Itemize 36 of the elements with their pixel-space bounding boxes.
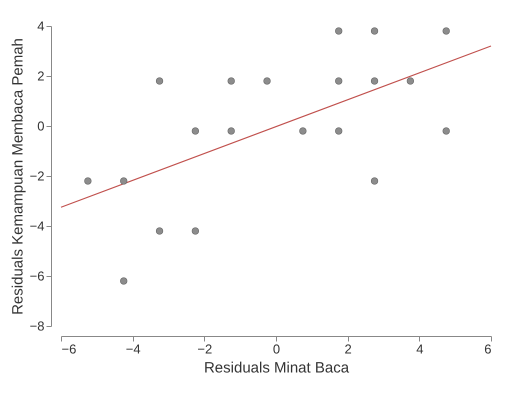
point: [120, 177, 128, 185]
point: [228, 77, 235, 85]
point: [84, 177, 92, 185]
point: [156, 227, 164, 235]
x-tick-label: 0: [272, 342, 280, 356]
point: [192, 227, 200, 235]
y-tick-label: 0: [37, 118, 44, 134]
point: [120, 277, 128, 285]
y-tick-label: −8: [30, 318, 44, 334]
point: [335, 77, 342, 85]
point: [335, 27, 342, 35]
point: [335, 127, 342, 135]
point: [299, 127, 307, 135]
y-tick-label: −6: [30, 268, 44, 284]
point: [192, 127, 200, 135]
point: [406, 77, 414, 85]
point: [156, 77, 164, 85]
y-tick-label: −2: [30, 168, 44, 184]
y-axis-title: Residuals Kemampuan Membaca Pemah: [10, 38, 27, 315]
y-tick-label: 4: [37, 18, 44, 34]
point: [228, 127, 235, 135]
x-tick-label: 2: [344, 342, 352, 356]
point: [370, 177, 378, 185]
point: [263, 77, 271, 85]
x-tick-label: −4: [126, 342, 141, 356]
x-tick-label: −2: [197, 342, 212, 356]
point: [442, 27, 450, 35]
x-tick-label: 6: [484, 342, 492, 356]
x-axis-title: Residuals Minat Baca: [204, 360, 350, 376]
x-tick-label: −6: [62, 342, 76, 356]
point: [370, 27, 378, 35]
point: [442, 127, 450, 135]
y-tick-label: −4: [30, 218, 44, 234]
x-tick-label: 4: [416, 342, 424, 356]
point: [370, 77, 378, 85]
y-tick-label: 2: [37, 68, 44, 84]
